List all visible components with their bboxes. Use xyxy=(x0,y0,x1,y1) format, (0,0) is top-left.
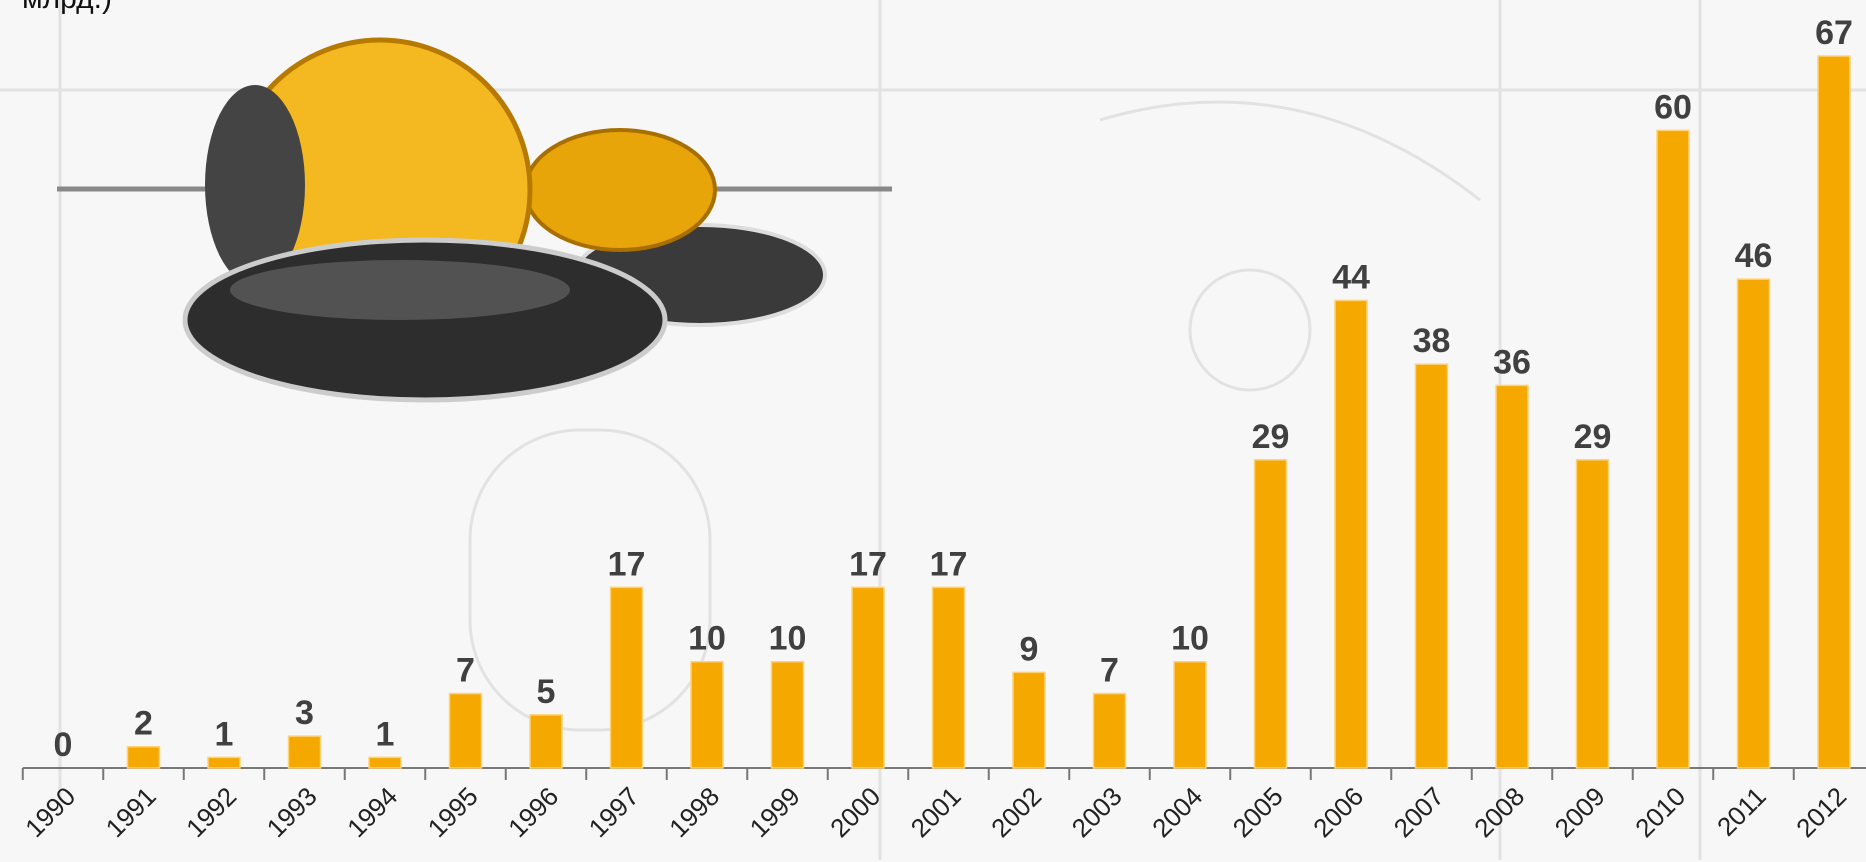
bar xyxy=(126,745,161,769)
value-label: 17 xyxy=(608,545,646,583)
chart-title: млрд.) xyxy=(22,0,112,15)
value-label: 7 xyxy=(1100,652,1119,690)
value-label: 36 xyxy=(1493,343,1531,381)
bar xyxy=(1092,692,1127,769)
value-label: 29 xyxy=(1574,418,1612,456)
value-label: 2 xyxy=(134,705,153,743)
value-label: 3 xyxy=(295,694,314,732)
bar xyxy=(1736,278,1771,769)
bar xyxy=(1414,363,1449,769)
bar xyxy=(1575,459,1610,769)
value-label: 9 xyxy=(1020,630,1039,668)
bar xyxy=(851,586,885,769)
bar xyxy=(368,756,402,769)
bar xyxy=(529,714,563,769)
value-label: 10 xyxy=(769,620,807,658)
value-label: 29 xyxy=(1252,418,1290,456)
value-label: 17 xyxy=(930,545,968,583)
bar xyxy=(1656,129,1690,769)
bar xyxy=(931,586,966,769)
bar xyxy=(1173,660,1207,769)
bar xyxy=(1495,384,1529,769)
value-label: 60 xyxy=(1654,88,1692,126)
value-label: 5 xyxy=(537,673,556,711)
bar xyxy=(609,586,644,769)
value-label: 10 xyxy=(688,620,726,658)
value-label: 44 xyxy=(1332,258,1370,296)
bar xyxy=(1012,671,1046,769)
value-label: 0 xyxy=(54,726,73,764)
value-label: 7 xyxy=(456,652,475,690)
coins-illustration xyxy=(182,37,827,403)
bar xyxy=(1253,459,1288,769)
value-label: 46 xyxy=(1735,237,1773,275)
bar xyxy=(287,735,322,769)
bar xyxy=(770,660,805,769)
bar xyxy=(448,692,483,769)
bar xyxy=(1817,55,1851,769)
bar xyxy=(690,660,724,769)
value-label: 67 xyxy=(1815,14,1853,52)
bar xyxy=(207,756,241,769)
value-label: 38 xyxy=(1413,322,1451,360)
value-label: 1 xyxy=(215,715,234,753)
value-label: 17 xyxy=(849,545,887,583)
value-label: 10 xyxy=(1171,620,1209,658)
value-label: 1 xyxy=(376,715,395,753)
bar xyxy=(1334,299,1368,769)
